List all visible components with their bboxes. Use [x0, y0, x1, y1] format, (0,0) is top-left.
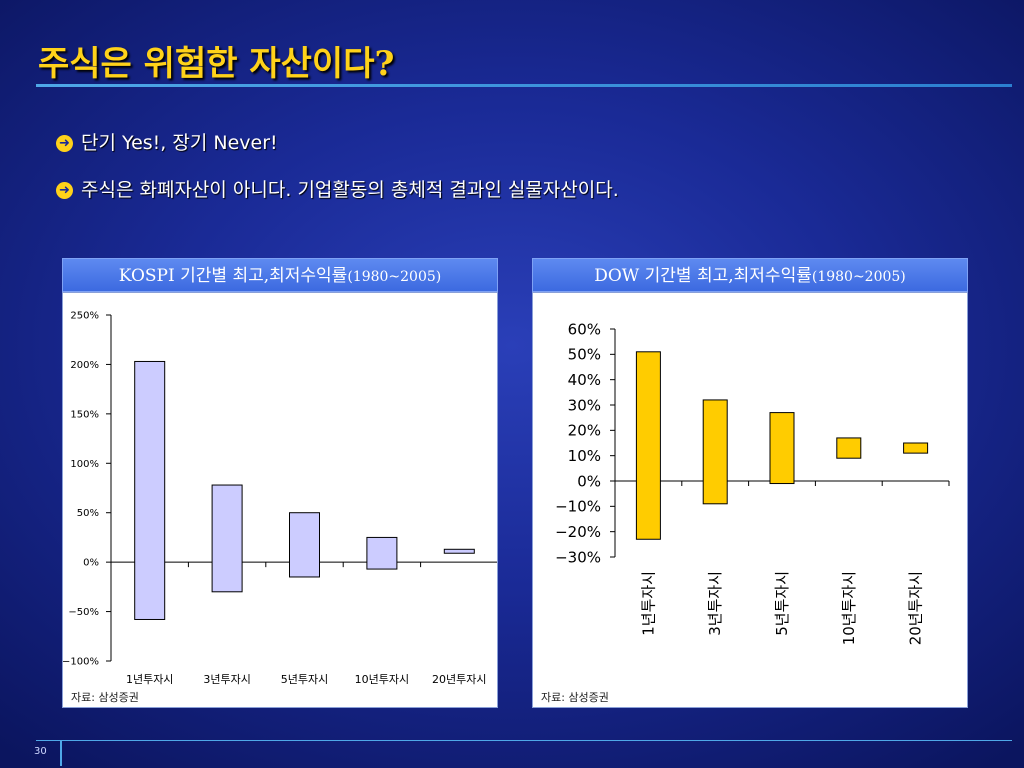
kospi-header-range: (1980~2005) — [347, 269, 442, 285]
dow-chart-panel: 60% 50% 40% 30% 20% 10% 0% −10% −20% −30% 1년투자시 3년투… — [532, 292, 968, 708]
dow-y-tick-label: 0% — [577, 472, 601, 490]
dow-header-range: (1980~2005) — [811, 269, 906, 285]
dow-header-main: DOW 기간별 최고,최저수익률 — [594, 266, 812, 286]
kospi-category-label: 20년투자시 — [432, 673, 486, 686]
dow-bar — [836, 437, 862, 459]
bullet-text-2: 주식은 화폐자산이 아니다. 기업활동의 총체적 결과인 실물자산이다. — [81, 179, 619, 201]
bullet-text-1: 단기 Yes!, 장기 Never! — [81, 132, 278, 154]
kospi-bar — [211, 484, 243, 593]
dow-y-tick-label: 10% — [568, 447, 601, 465]
kospi-bar — [366, 536, 398, 570]
footer-rule — [36, 740, 1012, 741]
kospi-y-tick-label: −50% — [68, 607, 99, 618]
dow-category-label: 3년투자시 — [706, 571, 724, 636]
kospi-y-tick-label: −100% — [63, 657, 99, 668]
kospi-source-note: 자료: 삼성증권 — [71, 691, 139, 704]
kospi-y-tick-label: 200% — [70, 360, 99, 371]
kospi-chart-header: KOSPI 기간별 최고,최저수익률(1980~2005) — [62, 258, 498, 292]
kospi-y-tick-label: 50% — [77, 508, 99, 519]
dow-category-label: 20년투자시 — [907, 571, 925, 645]
kospi-bar — [289, 512, 320, 578]
kospi-category-label: 3년투자시 — [203, 673, 250, 686]
arrow-right-circle-icon: ➜ — [56, 182, 73, 199]
dow-chart: 60% 50% 40% 30% 20% 10% 0% −10% −20% −30% 1년투자시 3년투… — [555, 320, 950, 645]
dow-y-tick-label: −30% — [555, 548, 601, 566]
footer-divider — [60, 740, 62, 766]
kospi-bar — [443, 548, 475, 554]
dow-bar — [635, 351, 661, 540]
dow-bar — [903, 442, 929, 454]
kospi-y-tick-label: 150% — [70, 409, 99, 420]
dow-category-label: 10년투자시 — [840, 571, 858, 645]
slide-title: 주식은 위험한 자산이다? — [38, 44, 395, 84]
kospi-category-label: 1년투자시 — [126, 673, 173, 686]
kospi-chart: 250% 200% 150% 100% 50% 0% −50% −100% 1년투자시 3년투자시… — [63, 311, 497, 686]
bullet-item-1: ➜ 단기 Yes!, 장기 Never! — [56, 128, 278, 155]
bullet-item-2: ➜ 주식은 화폐자산이 아니다. 기업활동의 총체적 결과인 실물자산이다. — [56, 175, 619, 202]
dow-y-tick-label: 50% — [568, 346, 601, 364]
kospi-header-main: KOSPI 기간별 최고,최저수익률 — [118, 266, 348, 286]
dow-chart-header: DOW 기간별 최고,최저수익률(1980~2005) — [532, 258, 968, 292]
dow-y-tick-label: 60% — [568, 320, 601, 338]
kospi-y-tick-label: 250% — [70, 311, 99, 322]
kospi-chart-panel: 250% 200% 150% 100% 50% 0% −50% −100% 1년투자시 3년투자시… — [62, 292, 498, 708]
page-number: 30 — [34, 746, 47, 757]
title-underline — [36, 84, 1012, 87]
arrow-right-circle-icon: ➜ — [56, 135, 73, 152]
dow-y-tick-label: −20% — [555, 523, 601, 541]
dow-category-label: 5년투자시 — [773, 571, 791, 636]
kospi-y-tick-label: 100% — [70, 459, 99, 470]
dow-y-tick-label: 20% — [568, 422, 601, 440]
dow-y-tick-label: −10% — [555, 498, 601, 516]
dow-source-note: 자료: 삼성증권 — [541, 691, 609, 704]
dow-y-tick-label: 40% — [568, 371, 601, 389]
kospi-category-label: 10년투자시 — [355, 673, 409, 686]
dow-category-label: 1년투자시 — [639, 571, 657, 636]
kospi-category-label: 5년투자시 — [281, 673, 328, 686]
kospi-y-tick-label: 0% — [83, 558, 99, 569]
dow-bar — [769, 412, 795, 485]
kospi-bar — [134, 360, 166, 620]
dow-bar — [702, 399, 728, 505]
dow-y-tick-label: 30% — [568, 396, 601, 414]
